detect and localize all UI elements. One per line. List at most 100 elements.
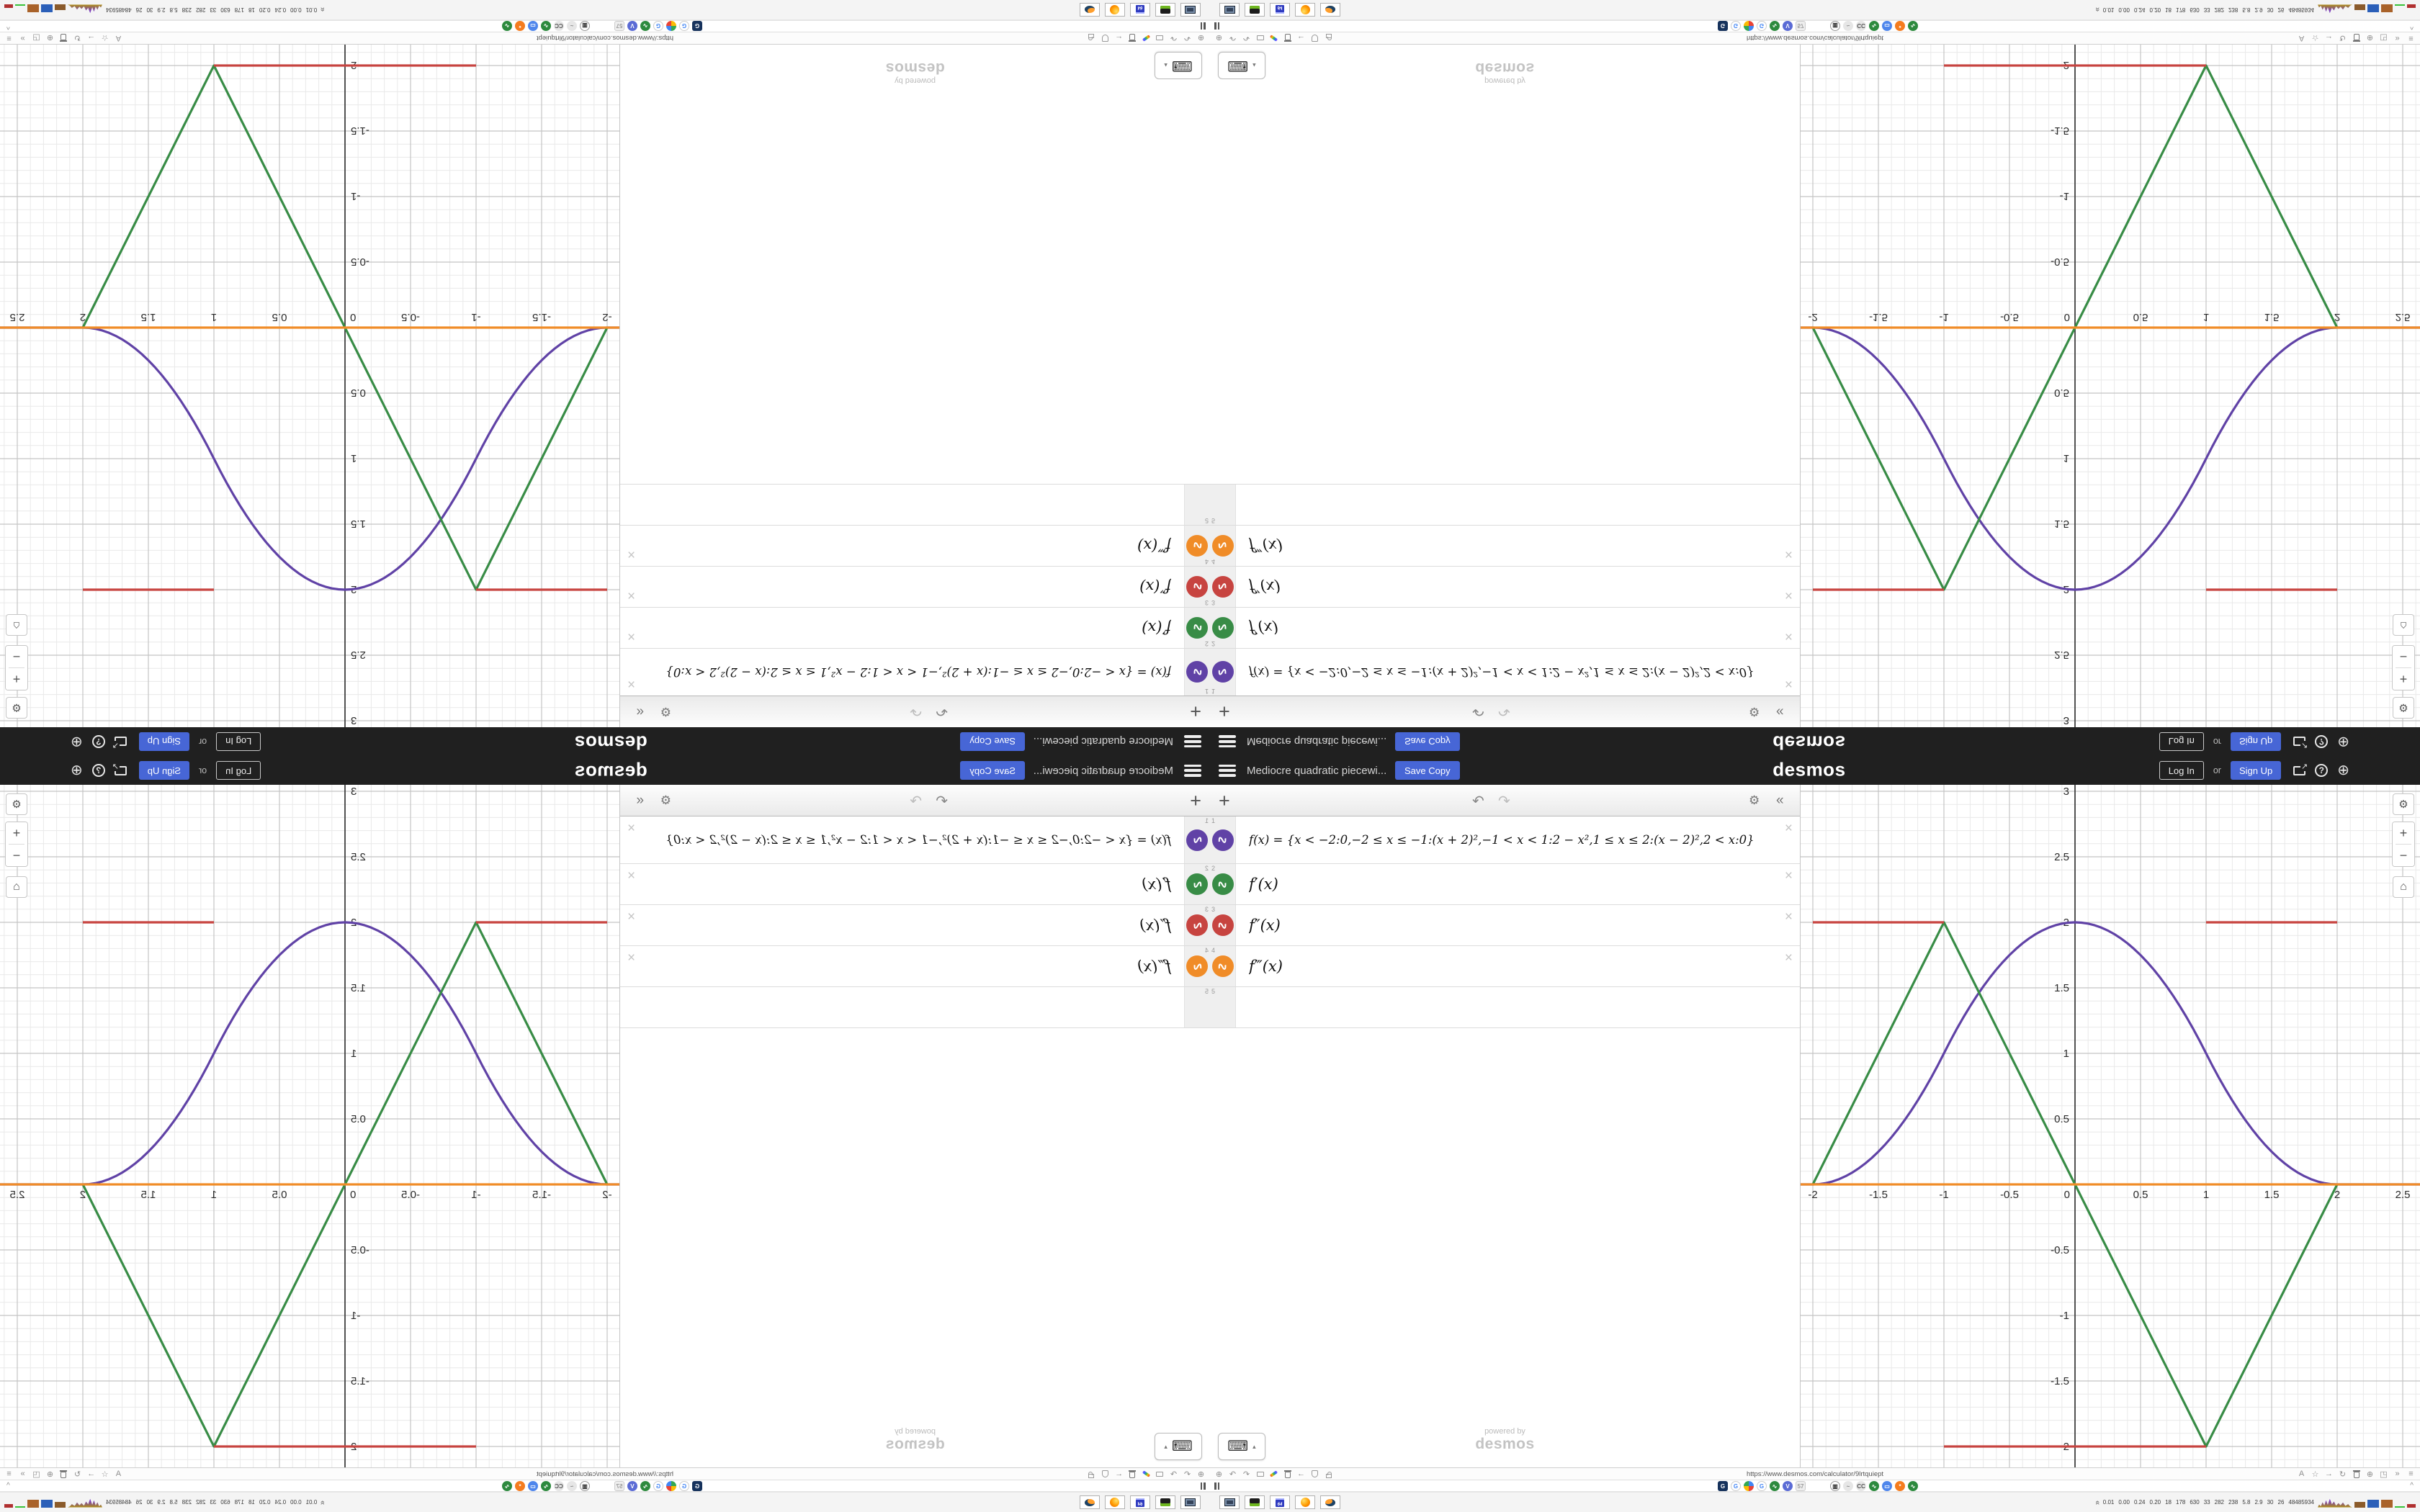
close-expression-icon[interactable]: × (1784, 588, 1793, 603)
redo-icon[interactable]: ↷ (1170, 33, 1178, 42)
folder-icon[interactable] (1154, 1469, 1166, 1480)
share-icon[interactable]: ↗ (2293, 737, 2308, 751)
menu-icon[interactable] (1219, 764, 1236, 777)
extension-icon[interactable]: ◳ (2380, 33, 2388, 42)
expression-math[interactable]: f‴(x) (1137, 958, 1171, 975)
zoom-out-button[interactable]: − (6, 845, 27, 866)
graph-area[interactable]: -2 -1.5 -1 -0.5 0 0.5 1 1.5 2 2.5 3 2.5 2 1.5 1 0.5 -0.5… (1801, 45, 2420, 727)
bookmark-57[interactable]: 57 (614, 1481, 624, 1491)
zoom-in-button[interactable]: + (6, 668, 27, 690)
bookmark-g-dark[interactable]: G (1718, 21, 1728, 31)
shield-icon[interactable] (1309, 1469, 1321, 1480)
bookmark-color-pie[interactable] (1744, 1481, 1754, 1491)
expression-math[interactable]: f′(x) (1249, 876, 1278, 893)
close-expression-icon[interactable]: × (1784, 676, 1793, 691)
redo-icon[interactable]: ↷ (1242, 1470, 1250, 1479)
bookmark-color-pie[interactable] (666, 1481, 676, 1491)
marker-icon[interactable] (1268, 1469, 1280, 1480)
bookmark-wave-green-3[interactable]: ∿ (1908, 21, 1918, 31)
zoom-out-button[interactable]: − (2393, 646, 2414, 667)
expression-row[interactable]: 5 (620, 484, 1210, 525)
close-expression-icon[interactable]: × (627, 546, 636, 562)
taskbar-device-app[interactable] (1155, 1495, 1175, 1509)
back-icon[interactable]: ← (1115, 1470, 1123, 1478)
bookmark-gear-orange[interactable]: * (1895, 1481, 1905, 1491)
lock-icon[interactable] (1085, 33, 1098, 44)
undo-icon[interactable]: ↶ (1229, 33, 1237, 42)
forward-icon[interactable]: → (2325, 34, 2333, 42)
language-globe-icon[interactable]: ⊕ (2337, 762, 2349, 778)
close-expression-icon[interactable]: × (1784, 909, 1793, 924)
bookmark-gear-orange[interactable]: * (515, 21, 525, 31)
page-info-globe-icon[interactable]: ⊕ (1215, 1470, 1223, 1479)
forward-icon[interactable]: → (87, 34, 95, 42)
expression-math[interactable]: f″(x) (1249, 578, 1281, 595)
default-zoom-home-button[interactable]: ⌂ (2393, 614, 2414, 636)
share-icon[interactable]: ↗ (112, 737, 127, 751)
taskbar-floppy64-app[interactable]: 64 (1270, 3, 1290, 17)
collapse-up-chevron-icon[interactable]: ^ (6, 1482, 10, 1490)
menu-icon[interactable] (1184, 735, 1201, 748)
expression-color-icon[interactable]: ∿ (1186, 617, 1209, 639)
overflow-chevrons-icon[interactable]: » (20, 34, 25, 42)
expression-row[interactable]: 5 (620, 987, 1210, 1028)
close-expression-icon[interactable]: × (1784, 950, 1793, 966)
shield-icon[interactable] (1099, 1469, 1111, 1480)
undo-icon[interactable]: ↶ (1472, 703, 1484, 719)
url-text[interactable]: https://www.desmos.com/calculator/9lrtqu… (536, 1470, 674, 1478)
close-expression-icon[interactable]: × (1784, 546, 1793, 562)
url-text[interactable]: https://www.desmos.com/calculator/9lrtqu… (536, 34, 674, 42)
lock-icon[interactable] (1322, 1469, 1335, 1480)
bookmark-wave-green-2[interactable]: ∿ (1869, 1481, 1879, 1491)
expression-row[interactable]: 4 ∿ f‴(x) × (620, 946, 1210, 987)
bookmark-trash[interactable]: ▥ (580, 21, 590, 31)
bookmark-g-dark[interactable]: G (692, 21, 702, 31)
translate-icon[interactable]: A (115, 1470, 122, 1478)
undo-icon[interactable]: ↶ (1183, 1470, 1191, 1479)
graph-canvas[interactable]: -2-1.5-1-0.500.511.522.532.521.510.5-0.5… (0, 785, 619, 1467)
default-zoom-home-button[interactable]: ⌂ (2393, 876, 2414, 898)
expression-color-icon[interactable]: ∿ (1211, 576, 1234, 598)
collapse-up-chevron-icon[interactable]: ^ (2410, 22, 2414, 30)
taskbar-screenshot-app[interactable] (1180, 1495, 1201, 1509)
language-globe-icon[interactable]: ⊕ (2337, 734, 2349, 750)
archive-icon[interactable] (2350, 33, 2362, 44)
expression-math[interactable]: f(x) = {x < −2:0,−2 ≤ x ≤ −1:(x + 2)²,−1… (1249, 833, 1754, 847)
bookmark-google-2[interactable]: G (653, 1481, 663, 1491)
expression-row[interactable]: 4 ∿ f‴(x) × (1210, 525, 1800, 566)
bookmark-fish-gray[interactable]: ~ (567, 1481, 577, 1491)
document-title[interactable]: Mediocre quadratic piecewi... (1247, 735, 1387, 748)
expression-row[interactable]: 3 ∿ f″(x) × (620, 566, 1210, 607)
marker-icon[interactable] (1268, 33, 1280, 44)
zoom-in-button[interactable]: + (6, 822, 27, 844)
translate-icon[interactable]: A (2298, 34, 2305, 42)
expression-row[interactable]: 1 ∿ f(x) = {x < −2:0,−2 ≤ x ≤ −1:(x + 2)²,… (1210, 648, 1800, 696)
bookmark-57[interactable]: 57 (1796, 1481, 1806, 1491)
star-icon[interactable]: ☆ (2311, 33, 2319, 42)
save-copy-button[interactable]: Save Copy (960, 732, 1025, 751)
taskbar-blender-app[interactable] (1320, 3, 1340, 17)
bookmark-chat-blue[interactable]: ▭ (1882, 1481, 1892, 1491)
close-expression-icon[interactable]: × (1784, 629, 1793, 644)
expression-math[interactable]: f‴(x) (1137, 537, 1171, 554)
expression-color-icon[interactable]: ∿ (1211, 873, 1234, 895)
bookmark-color-pie[interactable] (1744, 21, 1754, 31)
globe-icon[interactable]: ⊕ (46, 1470, 54, 1479)
redo-icon[interactable]: ↷ (1498, 793, 1510, 809)
zoom-out-button[interactable]: − (2393, 845, 2414, 866)
expression-row[interactable]: 1 ∿ f(x) = {x < −2:0,−2 ≤ x ≤ −1:(x + 2)²,… (1210, 816, 1800, 864)
graph-settings-wrench-icon[interactable]: ⚙ (2393, 697, 2414, 719)
sign-up-button[interactable]: Sign Up (138, 732, 190, 751)
browser-menu-icon[interactable]: ≡ (2408, 1470, 2414, 1478)
bookmark-wave-green-2[interactable]: ∿ (541, 21, 551, 31)
share-icon[interactable]: ↗ (112, 761, 127, 775)
expression-row[interactable]: 2 ∿ f′(x) × (1210, 607, 1800, 648)
bookmark-google[interactable]: G (679, 21, 689, 31)
shield-icon[interactable] (1309, 33, 1321, 44)
graph-settings-wrench-icon[interactable]: ⚙ (6, 697, 27, 719)
close-expression-icon[interactable]: × (1784, 821, 1793, 836)
star-icon[interactable]: ☆ (101, 1470, 109, 1479)
bookmark-cc[interactable]: CC (554, 1481, 564, 1491)
keyboard-button[interactable]: ⌨ ▴ (1218, 52, 1265, 79)
bookmark-wave-green-3[interactable]: ∿ (502, 21, 512, 31)
